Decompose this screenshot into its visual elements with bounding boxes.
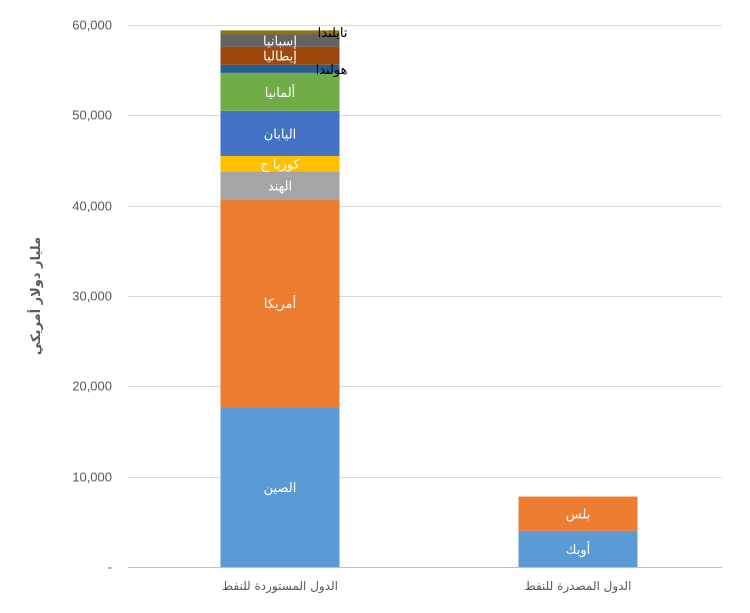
segment-label-0-8: إسبانيا (263, 34, 297, 49)
segment-label-1-0: أوبك (566, 541, 590, 558)
y-tick-label-3: 30,000 (72, 289, 112, 304)
y-tick-label-1: 10,000 (72, 470, 112, 485)
bar-segment-0-4 (220, 110, 340, 156)
bar-segment-1-0 (518, 530, 638, 567)
segment-label-0-6: هولندا (316, 63, 348, 78)
segment-label-0-3: كوريا ج (260, 158, 300, 173)
x-category-label-1: الدول المصدرة للنفط (525, 579, 632, 594)
y-tick-label-2: 20,000 (72, 379, 112, 394)
segment-label-0-7: إيطاليا (263, 50, 297, 65)
bar-segment-0-7 (220, 46, 340, 65)
segment-label-0-0: الصين (264, 481, 297, 496)
segment-label-0-2: الهند (268, 179, 292, 194)
segment-labels: الصين أمريكا الهند كوريا ج اليابان ألمانيا هول… (260, 26, 590, 558)
gridlines (128, 25, 722, 568)
bars (220, 30, 638, 567)
segment-label-0-9: تايلندا (318, 26, 348, 41)
segment-label-0-1: أمريكا (264, 295, 297, 312)
x-axis-categories: الدول المستوردة للنفط الدول المصدرة للنفط (222, 579, 631, 594)
bar-segment-0-6 (220, 64, 340, 73)
y-tick-label-5: 50,000 (72, 108, 112, 123)
bar-segment-0-5 (220, 72, 340, 111)
bar-segment-0-0 (220, 407, 340, 567)
y-tick-label-6: 60,000 (72, 18, 112, 33)
bar-segment-0-8 (220, 34, 340, 47)
y-tick-label-4: 40,000 (72, 199, 112, 214)
y-axis-ticks: - 10,000 20,000 30,000 40,000 50,000 60,000 (72, 18, 112, 575)
y-tick-label-0: - (108, 560, 112, 575)
bar-segment-0-3 (220, 155, 340, 172)
segment-label-0-4: اليابان (264, 127, 297, 142)
segment-label-1-1: بلس (566, 508, 591, 523)
y-axis-label: مليار دولار أمريكي (27, 237, 44, 355)
x-category-label-0: الدول المستوردة للنفط (222, 579, 338, 594)
bar-segment-0-9 (220, 30, 340, 35)
segment-label-0-5: ألمانيا (265, 84, 296, 101)
bar-segment-0-2 (220, 171, 340, 200)
bar-segment-0-1 (220, 199, 340, 408)
bar-segment-1-1 (518, 496, 638, 531)
